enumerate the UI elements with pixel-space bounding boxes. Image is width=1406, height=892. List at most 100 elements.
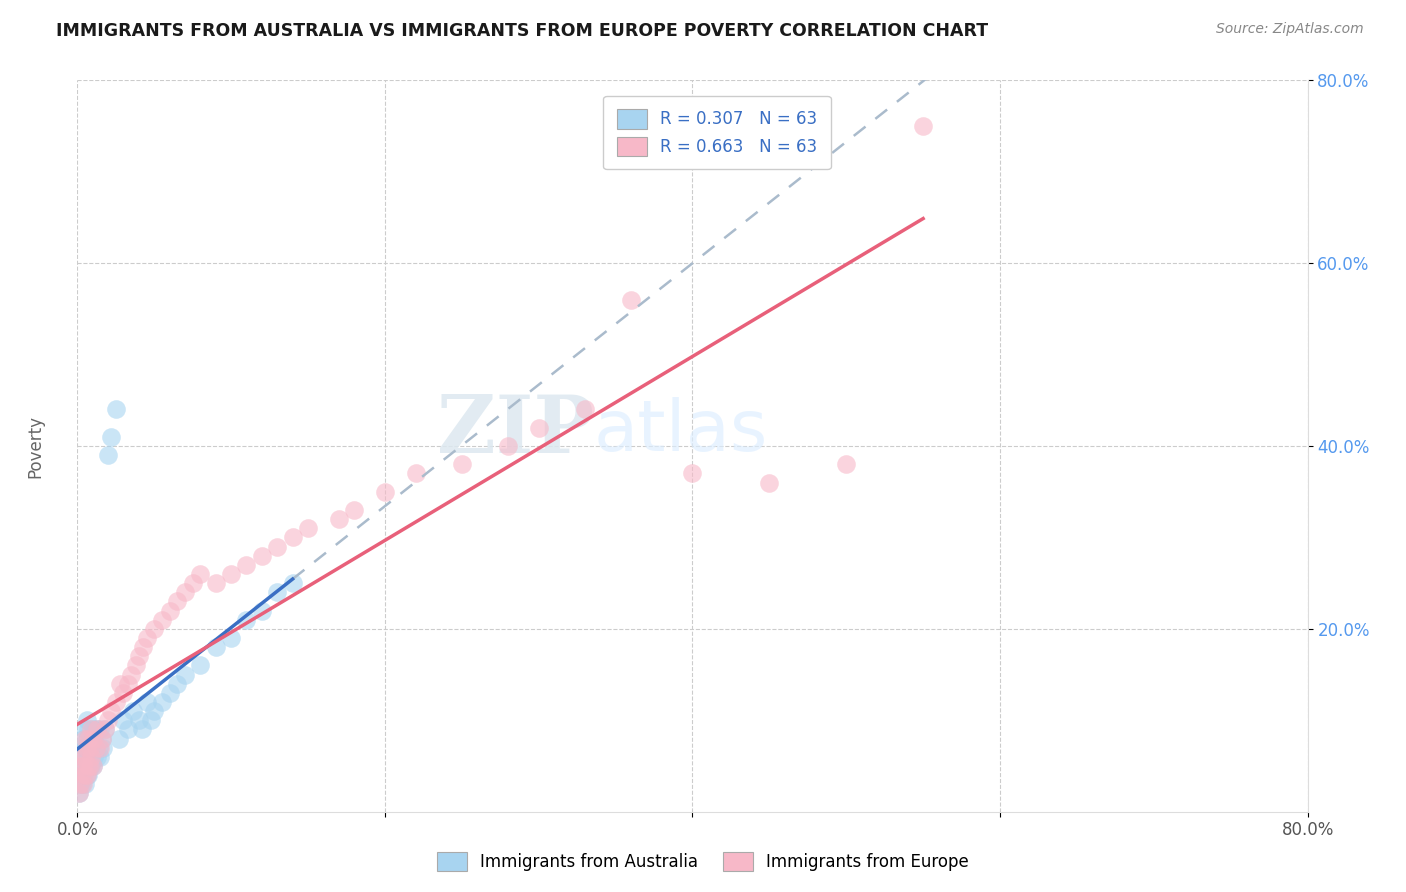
Point [219, 631, 242, 645]
Point [70, 740, 93, 755]
Point [496, 439, 519, 453]
Point [188, 567, 212, 582]
Point [281, 530, 304, 544]
Point [86, 723, 108, 737]
Point [110, 676, 132, 690]
Point [166, 594, 188, 608]
Point [219, 567, 242, 582]
Point [527, 421, 550, 435]
Point [67, 787, 90, 801]
Point [76, 768, 98, 782]
Legend: R = 0.307   N = 63, R = 0.663   N = 63: R = 0.307 N = 63, R = 0.663 N = 63 [603, 96, 831, 169]
Point [188, 658, 212, 673]
Point [82, 740, 104, 755]
Point [76, 731, 98, 746]
Point [70, 768, 93, 782]
Point [73, 723, 96, 737]
Point [141, 714, 163, 728]
Point [76, 740, 98, 755]
Point [131, 723, 153, 737]
Point [77, 759, 100, 773]
Point [77, 768, 100, 782]
Text: Poverty: Poverty [27, 415, 44, 477]
Point [374, 484, 396, 499]
Text: IMMIGRANTS FROM AUSTRALIA VS IMMIGRANTS FROM EUROPE POVERTY CORRELATION CHART: IMMIGRANTS FROM AUSTRALIA VS IMMIGRANTS … [56, 22, 988, 40]
Point [100, 430, 122, 444]
Point [125, 658, 148, 673]
Point [117, 723, 139, 737]
Point [79, 759, 101, 773]
Point [77, 731, 100, 746]
Point [104, 695, 127, 709]
Point [758, 475, 780, 490]
Point [80, 723, 103, 737]
Point [80, 759, 103, 773]
Point [150, 613, 173, 627]
Point [82, 759, 104, 773]
Point [121, 704, 143, 718]
Point [72, 749, 94, 764]
Point [112, 686, 135, 700]
Point [266, 540, 288, 554]
Point [73, 768, 96, 782]
Point [266, 585, 288, 599]
Point [204, 640, 226, 655]
Point [86, 723, 108, 737]
Text: Source: ZipAtlas.com: Source: ZipAtlas.com [1216, 22, 1364, 37]
Point [328, 512, 350, 526]
Point [94, 723, 117, 737]
Point [204, 576, 226, 591]
Point [69, 777, 91, 791]
Point [166, 676, 188, 690]
Point [108, 731, 131, 746]
Point [70, 777, 93, 791]
Point [73, 749, 96, 764]
Point [235, 613, 257, 627]
Point [72, 768, 94, 782]
Point [117, 676, 139, 690]
Point [143, 622, 166, 636]
Point [79, 749, 101, 764]
Point [73, 759, 96, 773]
Point [112, 714, 135, 728]
Point [89, 749, 111, 764]
Point [97, 448, 120, 462]
Point [73, 731, 96, 746]
Point [174, 585, 197, 599]
Point [89, 740, 111, 755]
Point [72, 759, 94, 773]
Point [93, 740, 115, 755]
Point [281, 576, 304, 591]
Point [135, 695, 157, 709]
Point [86, 749, 108, 764]
Point [143, 704, 166, 718]
Point [174, 667, 197, 681]
Legend: Immigrants from Australia, Immigrants from Europe: Immigrants from Australia, Immigrants fr… [429, 843, 977, 880]
Point [235, 558, 257, 572]
Point [250, 549, 273, 563]
Point [69, 759, 91, 773]
Text: ZIP: ZIP [437, 392, 595, 470]
Point [76, 749, 98, 764]
Point [343, 503, 366, 517]
Point [100, 704, 122, 718]
Point [90, 731, 114, 746]
Point [297, 521, 319, 535]
Point [84, 740, 107, 755]
Point [79, 731, 101, 746]
Point [82, 723, 104, 737]
Point [128, 649, 150, 664]
Point [150, 695, 173, 709]
Point [87, 740, 110, 755]
Point [159, 603, 181, 617]
Point [69, 777, 91, 791]
Text: atlas: atlas [595, 397, 769, 466]
Point [682, 467, 704, 481]
Point [574, 402, 596, 417]
Point [77, 759, 100, 773]
Point [120, 667, 142, 681]
Point [69, 768, 91, 782]
Point [67, 787, 90, 801]
Point [128, 714, 150, 728]
Point [77, 723, 100, 737]
